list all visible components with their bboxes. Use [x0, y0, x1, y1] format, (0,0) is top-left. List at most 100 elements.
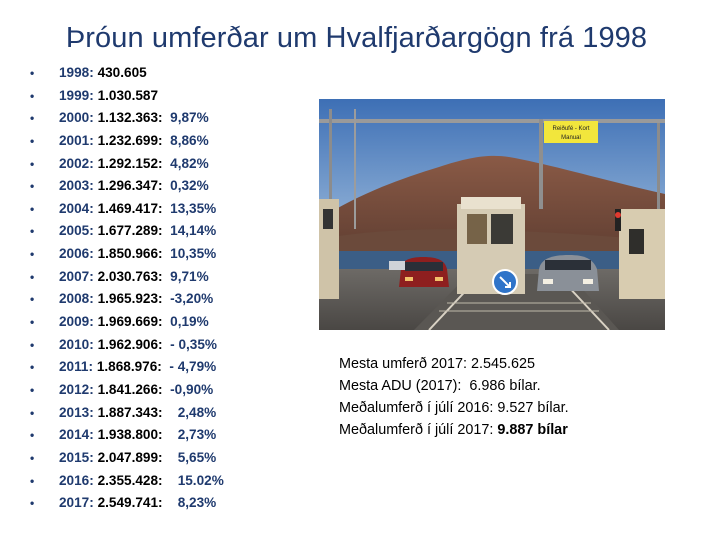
bullet-icon: • [30, 88, 35, 103]
stat-separator: : [89, 268, 98, 284]
stat-row: • 2017: 2.549.741: 8,23% [30, 492, 224, 515]
stat-row: • 2014: 1.938.800: 2,73% [30, 424, 224, 447]
stat-change: 9,87% [170, 110, 209, 126]
stat-row: • 2009: 1.969.669: 0,19% [30, 311, 224, 334]
bullet-icon: • [30, 382, 35, 397]
stat-gap [163, 473, 178, 488]
stat-separator: : [89, 495, 98, 511]
bullet-icon: • [30, 111, 35, 126]
bullet-icon: • [30, 360, 35, 375]
stat-count: 1.030.587 [97, 87, 159, 103]
stat-count: 2.030.763: [97, 268, 163, 284]
stat-row: • 2016: 2.355.428: 15.02% [30, 470, 224, 493]
stat-change: 4,82% [170, 155, 209, 171]
stat-year: 2012 [59, 381, 90, 397]
stat-change: 10,35% [170, 246, 217, 262]
stat-count: 1.296.347: [97, 178, 163, 194]
stat-count: 1.965.923: [97, 291, 163, 307]
stat-count: 1.292.152: [97, 155, 163, 171]
stat-year: 2016 [59, 472, 90, 488]
bullet-icon: • [30, 133, 35, 148]
stat-gap [163, 291, 171, 306]
bullet-icon: • [30, 405, 35, 420]
stat-change: 8,86% [170, 132, 209, 148]
stat-row: • 2015: 2.047.899: 5,65% [30, 447, 224, 470]
stat-change: -3,20% [170, 291, 214, 307]
booth-sign-line2: Manual [561, 135, 581, 141]
stat-separator: : [89, 246, 98, 262]
stat-gap [163, 337, 171, 352]
stat-gap [163, 223, 171, 238]
stat-separator: : [89, 449, 98, 465]
stat-year: 2015 [59, 449, 90, 465]
stat-change: 0,19% [170, 314, 209, 330]
stat-row: • 2000: 1.132.363: 9,87% [30, 107, 224, 130]
stat-separator: : [89, 472, 98, 488]
stat-gap [163, 405, 178, 420]
note-july-2017: Meðalumferð í júlí 2017: 9.887 bílar [339, 419, 569, 441]
stat-year: 1998 [59, 65, 90, 80]
stat-year: 2001 [59, 132, 90, 148]
booth-sign-line1: Reiðufé - Kort [552, 125, 589, 132]
stat-separator: : [89, 155, 98, 171]
stat-row: • 2002: 1.292.152: 4,82% [30, 153, 224, 176]
stat-row: • 2006: 1.850.966: 10,35% [30, 243, 224, 266]
stat-year: 2000 [59, 110, 90, 126]
stat-count: 2.047.899: [97, 449, 163, 465]
bullet-icon: • [30, 247, 35, 262]
stat-separator: : [89, 427, 98, 443]
stat-year: 2007 [59, 268, 90, 284]
stat-row: • 2008: 1.965.923: -3,20% [30, 288, 224, 311]
traffic-stats-list: • 1998: 430.605 • 1999: 1.030.587 • 2000: 1.1… [30, 62, 224, 515]
stat-gap [163, 246, 171, 261]
stat-gap [163, 178, 171, 193]
stat-change: 0,32% [170, 178, 209, 194]
stat-count: 1.962.906: [97, 336, 163, 352]
stat-row: • 2012: 1.841.266: -0,90% [30, 379, 224, 402]
stat-row: • 2011: 1.868.976: - 4,79% [30, 356, 224, 379]
stat-separator: : [89, 110, 98, 126]
stat-count: 1.887.343: [97, 404, 163, 420]
stat-separator: : [88, 359, 97, 375]
stat-separator: : [89, 404, 98, 420]
stat-gap [163, 427, 178, 442]
bullet-icon: • [30, 315, 35, 330]
stat-change: - 4,79% [169, 359, 217, 375]
stat-change: - 0,35% [170, 336, 217, 352]
stat-year: 2013 [59, 404, 90, 420]
bullet-icon: • [30, 292, 35, 307]
stat-year: 2003 [59, 178, 90, 194]
stat-count: 1.677.289: [97, 223, 163, 239]
stat-year: 2014 [59, 427, 90, 443]
stat-change: 15.02% [177, 472, 224, 488]
stat-separator: : [89, 65, 98, 80]
stat-gap [163, 450, 178, 465]
stat-count: 1.868.976: [96, 359, 162, 375]
stat-separator: : [89, 314, 98, 330]
bullet-icon: • [30, 428, 35, 443]
stat-gap [163, 314, 171, 329]
stat-gap [163, 110, 171, 125]
stat-separator: : [89, 178, 98, 194]
stat-row: • 2003: 1.296.347: 0,32% [30, 175, 224, 198]
stat-count: 1.850.966: [97, 246, 163, 262]
stat-row: • 1998: 430.605 [30, 62, 224, 85]
stat-count: 1.469.417: [97, 200, 163, 216]
stat-separator: : [89, 381, 98, 397]
bullet-icon: • [30, 156, 35, 171]
stat-gap [163, 201, 171, 216]
bullet-icon: • [30, 337, 35, 352]
toll-booth-photo: Reiðufé - Kort Manual [319, 99, 665, 330]
note-july-2017-label: Meðalumferð í júlí 2017: [339, 422, 498, 438]
stat-row: • 2010: 1.962.906: - 0,35% [30, 334, 224, 357]
stat-year: 1999 [59, 87, 90, 103]
stat-count: 1.938.800: [97, 427, 163, 443]
stat-count: 430.605 [97, 65, 147, 80]
stat-change: -0,90% [170, 381, 214, 397]
stat-count: 1.132.363: [97, 110, 163, 126]
stat-change: 2,73% [177, 427, 217, 443]
stat-year: 2006 [59, 246, 90, 262]
stat-gap [163, 382, 171, 397]
stat-gap [163, 156, 171, 171]
stat-year: 2005 [59, 223, 90, 239]
